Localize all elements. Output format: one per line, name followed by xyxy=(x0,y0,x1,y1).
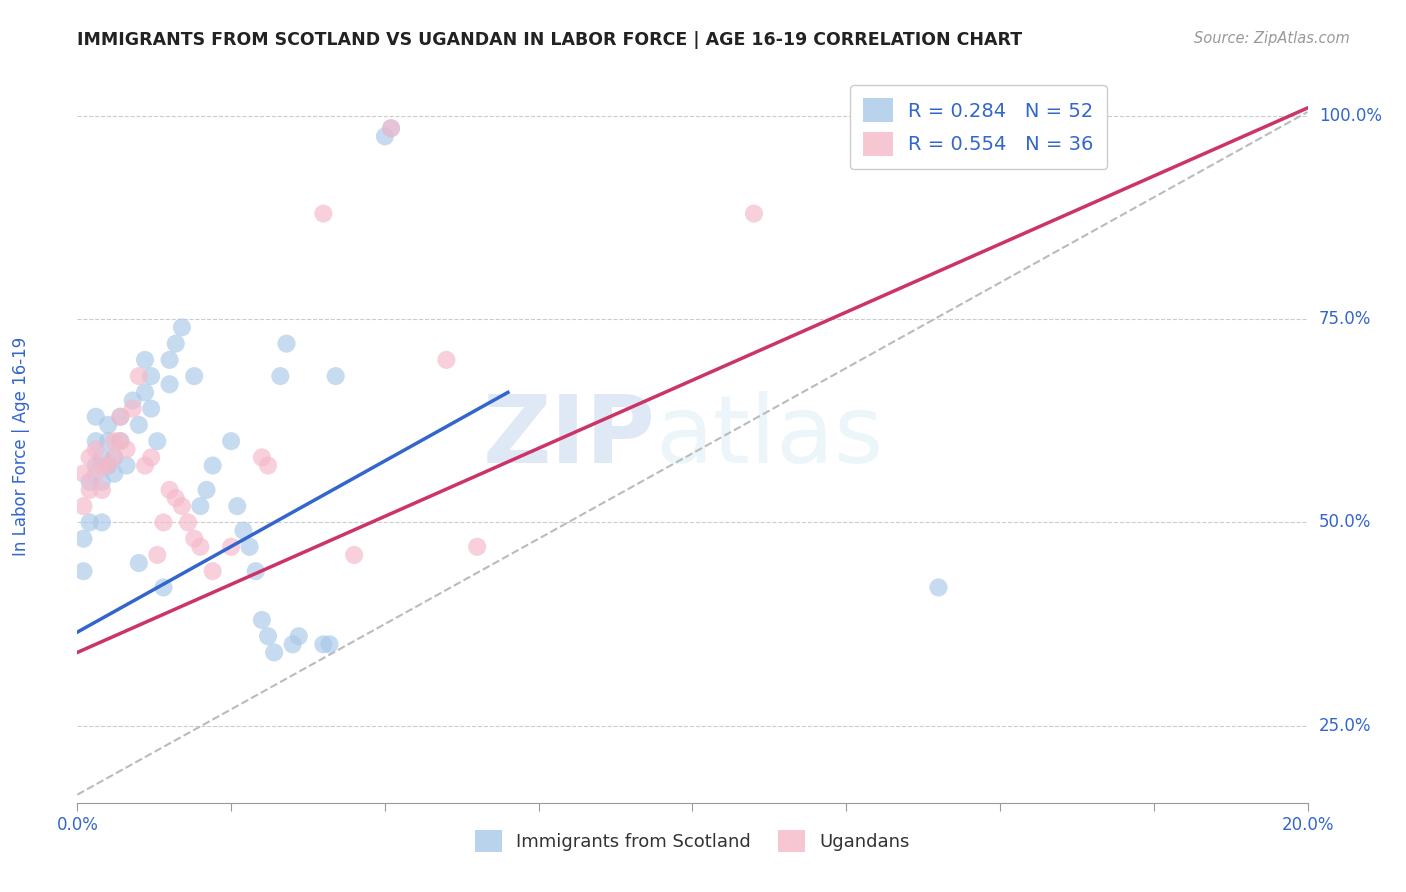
Point xyxy=(90,450,114,465)
Point xyxy=(257,458,280,473)
Point xyxy=(250,613,273,627)
Point xyxy=(146,434,169,449)
Point xyxy=(110,434,132,449)
Point xyxy=(84,442,107,457)
Point xyxy=(79,516,101,530)
Point xyxy=(152,581,174,595)
Point xyxy=(146,548,169,562)
Point xyxy=(219,540,242,554)
Point xyxy=(152,516,174,530)
Point xyxy=(110,434,132,449)
Point xyxy=(188,540,212,554)
Point xyxy=(103,434,125,449)
Point xyxy=(374,129,396,144)
Point xyxy=(110,409,132,424)
Text: 100.0%: 100.0% xyxy=(1319,107,1382,125)
Point xyxy=(72,564,94,578)
Point xyxy=(201,564,224,578)
Point xyxy=(110,409,132,424)
Text: 75.0%: 75.0% xyxy=(1319,310,1371,328)
Point xyxy=(141,450,163,465)
Point xyxy=(165,491,187,505)
Text: atlas: atlas xyxy=(655,391,884,483)
Text: 25.0%: 25.0% xyxy=(1319,716,1371,735)
Point xyxy=(232,524,254,538)
Point xyxy=(115,442,138,457)
Point xyxy=(90,483,114,497)
Point xyxy=(257,629,280,643)
Point xyxy=(84,409,107,424)
Point xyxy=(72,467,94,481)
Point xyxy=(121,393,143,408)
Point xyxy=(97,417,120,432)
Point xyxy=(97,458,120,473)
Point xyxy=(84,458,107,473)
Point xyxy=(177,516,200,530)
Point xyxy=(103,467,125,481)
Point xyxy=(436,352,458,367)
Point xyxy=(79,450,101,465)
Point xyxy=(128,417,150,432)
Point xyxy=(103,450,125,465)
Point xyxy=(159,377,181,392)
Point xyxy=(183,532,205,546)
Point xyxy=(97,458,120,473)
Point xyxy=(245,564,267,578)
Point xyxy=(325,369,347,384)
Point xyxy=(380,121,402,136)
Point xyxy=(742,206,765,220)
Point xyxy=(343,548,366,562)
Point xyxy=(90,516,114,530)
Point xyxy=(121,401,143,416)
Point xyxy=(90,475,114,489)
Point xyxy=(79,475,101,489)
Text: IMMIGRANTS FROM SCOTLAND VS UGANDAN IN LABOR FORCE | AGE 16-19 CORRELATION CHART: IMMIGRANTS FROM SCOTLAND VS UGANDAN IN L… xyxy=(77,31,1022,49)
Point xyxy=(84,434,107,449)
Point xyxy=(170,499,193,513)
Point xyxy=(103,450,125,465)
Text: ZIP: ZIP xyxy=(482,391,655,483)
Point xyxy=(288,629,311,643)
Point xyxy=(115,458,138,473)
Point xyxy=(318,637,340,651)
Point xyxy=(188,499,212,513)
Point xyxy=(165,336,187,351)
Point xyxy=(263,645,285,659)
Text: In Labor Force | Age 16-19: In Labor Force | Age 16-19 xyxy=(13,336,30,556)
Point xyxy=(79,483,101,497)
Point xyxy=(312,637,335,651)
Point xyxy=(128,369,150,384)
Point xyxy=(141,401,163,416)
Legend: Immigrants from Scotland, Ugandans: Immigrants from Scotland, Ugandans xyxy=(468,823,917,860)
Point xyxy=(97,434,120,449)
Point xyxy=(312,206,335,220)
Point xyxy=(201,458,224,473)
Point xyxy=(134,385,156,400)
Text: Source: ZipAtlas.com: Source: ZipAtlas.com xyxy=(1194,31,1350,46)
Point xyxy=(380,121,402,136)
Point xyxy=(170,320,193,334)
Point xyxy=(465,540,488,554)
Point xyxy=(134,458,156,473)
Point xyxy=(134,352,156,367)
Text: 50.0%: 50.0% xyxy=(1319,514,1371,532)
Point xyxy=(72,532,94,546)
Point xyxy=(90,458,114,473)
Point xyxy=(195,483,218,497)
Point xyxy=(239,540,262,554)
Point xyxy=(281,637,304,651)
Point xyxy=(219,434,242,449)
Point xyxy=(72,499,94,513)
Point xyxy=(928,581,950,595)
Point xyxy=(276,336,298,351)
Point xyxy=(159,483,181,497)
Point xyxy=(226,499,249,513)
Point xyxy=(128,556,150,570)
Point xyxy=(84,467,107,481)
Point xyxy=(183,369,205,384)
Point xyxy=(141,369,163,384)
Point xyxy=(159,352,181,367)
Point xyxy=(269,369,291,384)
Point xyxy=(250,450,273,465)
